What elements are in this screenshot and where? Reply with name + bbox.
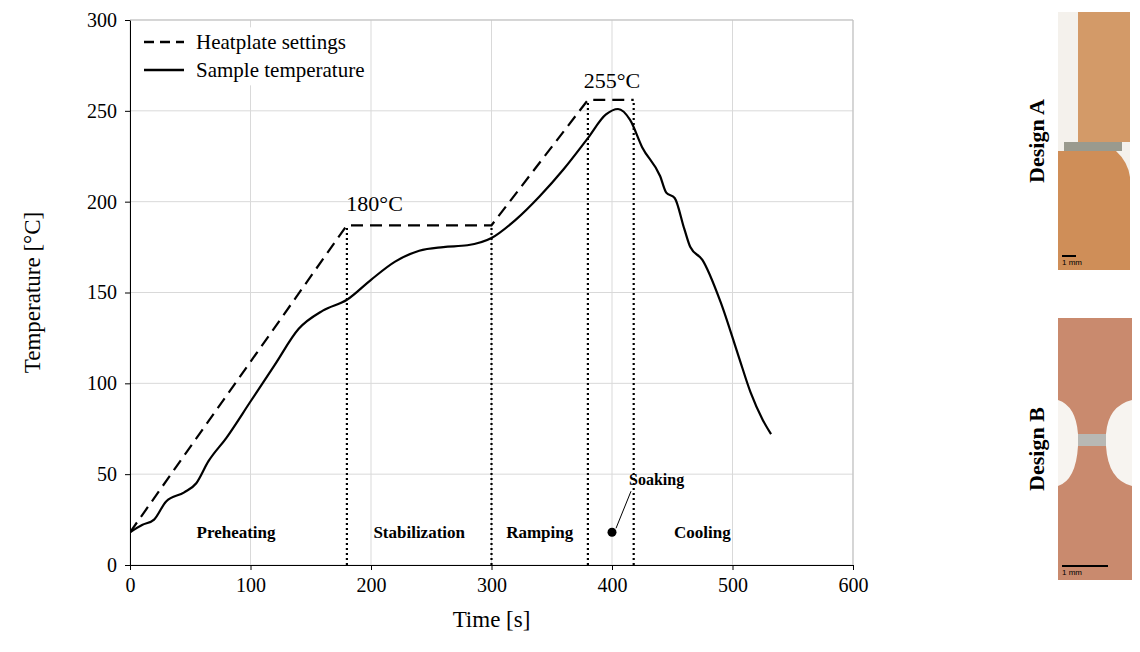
tick-label: 300: [87, 9, 117, 31]
design-panel: Design A 1 mm: [1024, 12, 1130, 270]
copper-lower: [1058, 446, 1132, 580]
copper-upper: [1078, 12, 1130, 142]
tick: 300: [477, 565, 507, 596]
grid-line-y: [130, 110, 853, 111]
tick-mark: [125, 20, 130, 21]
tick-mark: [125, 474, 130, 475]
tick-label: 600: [839, 574, 869, 596]
grid-line-x: [853, 20, 854, 565]
phase-label: Cooling: [674, 523, 731, 542]
soaking-leader: [616, 491, 631, 528]
tick-mark: [251, 565, 252, 570]
tick-label: 50: [97, 463, 117, 485]
x-axis: 0 100 200 300 400 500 600: [126, 565, 869, 596]
legend: Heatplate settings Sample temperature: [140, 27, 369, 85]
grid-line-y: [130, 292, 853, 293]
tick-label: 200: [87, 191, 117, 213]
annotations: Preheating Stabilization Ramping Cooling 180…: [197, 68, 732, 543]
legend-background: [140, 27, 369, 85]
tick-label: 250: [87, 100, 117, 122]
annotation: 180°C: [346, 191, 402, 216]
soaking-label: Soaking: [629, 471, 684, 489]
tick: 200: [357, 565, 387, 596]
scale-bar: [1062, 565, 1108, 567]
photo-ground: [1058, 12, 1130, 270]
legend-label: Sample temperature: [196, 58, 365, 82]
axis-line: [125, 21, 131, 566]
scale-label: 1 mm: [1062, 568, 1082, 577]
tick-mark: [371, 565, 372, 570]
figure: 0 100 200 300 400 500 600 0 50 100 150 200 250 300 Tim…: [0, 0, 1140, 652]
phase-label: Preheating: [197, 523, 277, 542]
frame-right: [853, 20, 854, 565]
tick-label: 0: [107, 554, 117, 576]
tick-label: 100: [236, 574, 266, 596]
axis-line: [131, 566, 854, 571]
tick: 100: [87, 372, 130, 394]
annotation: 255°C: [584, 68, 640, 93]
design-label: Design B: [1024, 407, 1049, 491]
tick: 0: [107, 554, 130, 576]
tick-mark: [125, 293, 130, 294]
tick-label: 0: [126, 574, 136, 596]
tick: 0: [126, 565, 136, 596]
tick: 100: [236, 565, 266, 596]
scale-label: 1 mm: [1062, 258, 1082, 267]
phase-boundary: [346, 225, 348, 565]
tick-label: 100: [87, 372, 117, 394]
grid-line-y: [130, 201, 853, 202]
tick-label: 200: [357, 574, 387, 596]
solder: [1064, 142, 1122, 151]
phase-boundary: [490, 225, 492, 565]
copper-upper: [1058, 318, 1132, 434]
legend-label: Heatplate settings: [196, 30, 346, 54]
grid-line-y: [130, 20, 853, 21]
y-axis: 0 50 100 150 200 250 300: [87, 9, 131, 576]
tick-label: 150: [87, 281, 117, 303]
tick-label: 500: [718, 574, 748, 596]
tick: 500: [718, 565, 748, 596]
tick: 600: [839, 565, 869, 596]
soaking-point: [608, 528, 617, 537]
tick-mark: [125, 383, 130, 384]
y-axis-title: Temperature [°C]: [20, 212, 45, 373]
series-line: [130, 109, 771, 532]
tick: 400: [598, 565, 628, 596]
tick-label: 400: [598, 574, 628, 596]
legend-swatch: [144, 41, 184, 44]
grid: [130, 20, 853, 565]
x-axis-title: Time [s]: [453, 607, 531, 632]
tick: 300: [87, 9, 130, 31]
plot-area: [130, 100, 771, 565]
frame-top: [130, 20, 853, 21]
tick-mark: [733, 565, 734, 570]
tick-mark: [125, 111, 130, 112]
design-panel: Design B 1 mm: [1024, 318, 1132, 580]
tick-mark: [853, 565, 854, 570]
phase-label: Ramping: [506, 523, 574, 542]
tick-mark: [125, 202, 130, 203]
tick-mark: [612, 565, 613, 570]
phase-boundary: [633, 100, 635, 565]
solder: [1078, 434, 1106, 446]
phase-boundary: [587, 100, 589, 565]
tick-mark: [125, 565, 130, 566]
scale-bar: [1062, 255, 1076, 257]
copper-lower: [1058, 151, 1130, 270]
tick-label: 300: [477, 574, 507, 596]
tick: 200: [87, 191, 130, 213]
design-label: Design A: [1024, 99, 1049, 183]
legend-swatch: [144, 69, 184, 72]
tick: 150: [87, 281, 130, 303]
phase-label: Stabilization: [373, 523, 465, 542]
tick-mark: [492, 565, 493, 570]
photo-ground: [1058, 318, 1132, 580]
tick: 250: [87, 100, 130, 122]
tick: 50: [97, 463, 130, 485]
